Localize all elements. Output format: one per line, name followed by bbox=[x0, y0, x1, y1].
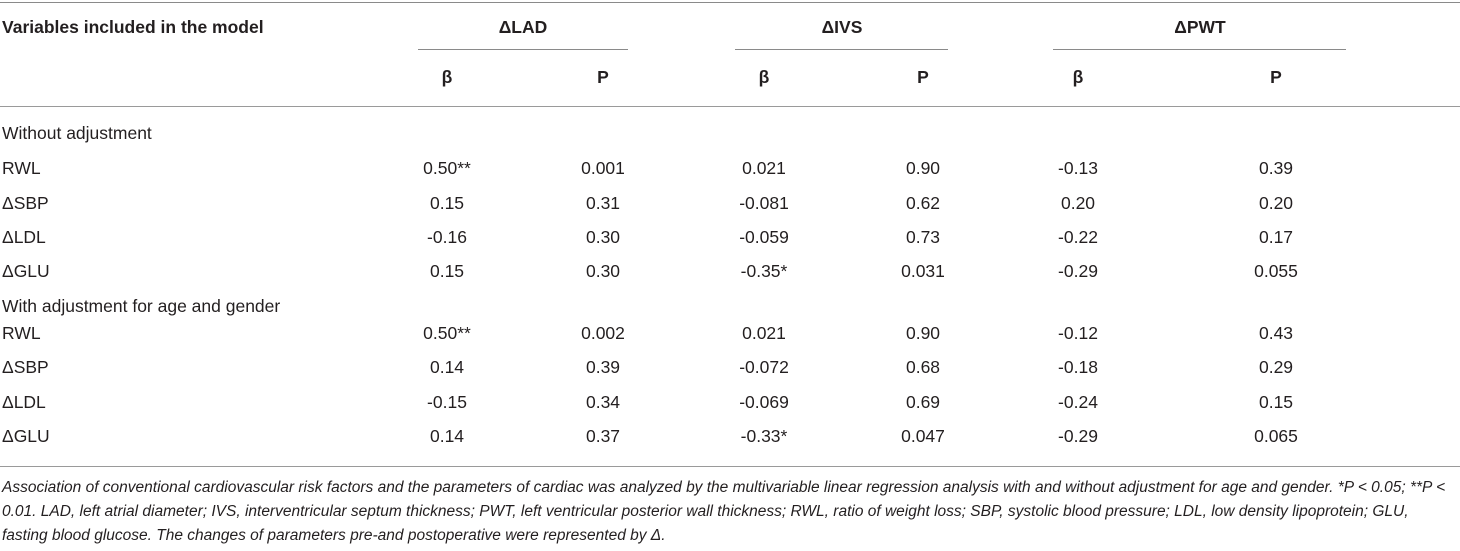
header-bottom-rule bbox=[0, 106, 1460, 107]
cell-ivs-beta: -0.069 bbox=[739, 392, 789, 412]
row-label: RWL bbox=[2, 158, 41, 178]
cell-lad-p: 0.30 bbox=[585, 227, 621, 247]
cell-pwt-p: 0.17 bbox=[1258, 227, 1294, 247]
cell-pwt-p: 0.29 bbox=[1258, 357, 1294, 377]
cell-ivs-beta: -0.33* bbox=[740, 426, 788, 446]
row-label: ΔSBP bbox=[2, 193, 49, 213]
table-footnote: Association of conventional cardiovascul… bbox=[2, 479, 1446, 544]
subheader-pwt-p: P bbox=[1270, 67, 1282, 87]
row-label: ΔLDL bbox=[2, 392, 46, 412]
cell-ivs-p: 0.031 bbox=[901, 261, 945, 281]
cell-pwt-beta: -0.29 bbox=[1058, 426, 1098, 446]
cell-ivs-p: 0.047 bbox=[901, 426, 945, 446]
row-label: RWL bbox=[2, 323, 41, 343]
cell-pwt-beta: -0.24 bbox=[1058, 392, 1098, 412]
group-underline-ivs bbox=[735, 49, 948, 50]
cell-lad-p: 0.001 bbox=[581, 158, 625, 178]
table-bottom-rule bbox=[0, 466, 1460, 467]
subheader-lad-p: P bbox=[597, 67, 609, 87]
cell-pwt-p: 0.055 bbox=[1254, 261, 1298, 281]
cell-pwt-beta: -0.12 bbox=[1058, 323, 1098, 343]
group-header-ivs: ΔIVS bbox=[821, 17, 863, 37]
group-header-pwt: ΔPWT bbox=[1174, 17, 1226, 37]
cell-ivs-p: 0.73 bbox=[905, 227, 941, 247]
subheader-pwt-beta: β bbox=[1072, 67, 1084, 87]
cell-pwt-p: 0.065 bbox=[1254, 426, 1298, 446]
cell-lad-beta: -0.15 bbox=[427, 392, 467, 412]
cell-pwt-beta: -0.29 bbox=[1058, 261, 1098, 281]
cell-lad-p: 0.30 bbox=[585, 261, 621, 281]
cell-ivs-beta: -0.35* bbox=[740, 261, 788, 281]
cell-pwt-p: 0.15 bbox=[1258, 392, 1294, 412]
cell-lad-beta: 0.14 bbox=[429, 426, 465, 446]
cell-lad-beta: 0.14 bbox=[429, 357, 465, 377]
section-title-adjusted: With adjustment for age and gender bbox=[2, 296, 281, 316]
group-underline-lad bbox=[418, 49, 628, 50]
variables-header: Variables included in the model bbox=[2, 17, 264, 37]
cell-lad-beta: -0.16 bbox=[427, 227, 467, 247]
cell-lad-beta: 0.15 bbox=[429, 261, 465, 281]
subheader-lad-beta: β bbox=[441, 67, 453, 87]
subheader-ivs-beta: β bbox=[758, 67, 770, 87]
row-label: ΔSBP bbox=[2, 357, 49, 377]
cell-lad-p: 0.37 bbox=[585, 426, 621, 446]
table-top-rule bbox=[0, 2, 1460, 3]
cell-pwt-beta: 0.20 bbox=[1060, 193, 1096, 213]
cell-pwt-beta: -0.13 bbox=[1058, 158, 1098, 178]
cell-lad-beta: 0.50** bbox=[423, 158, 471, 178]
group-header-lad: ΔLAD bbox=[498, 17, 548, 37]
cell-ivs-p: 0.90 bbox=[905, 323, 941, 343]
cell-lad-p: 0.39 bbox=[585, 357, 621, 377]
cell-pwt-p: 0.43 bbox=[1258, 323, 1294, 343]
cell-lad-beta: 0.50** bbox=[423, 323, 471, 343]
section-title-unadjusted: Without adjustment bbox=[2, 123, 152, 143]
group-underline-pwt bbox=[1053, 49, 1346, 50]
cell-ivs-beta: -0.081 bbox=[739, 193, 789, 213]
cell-ivs-beta: -0.072 bbox=[739, 357, 789, 377]
cell-ivs-beta: -0.059 bbox=[739, 227, 789, 247]
row-label: ΔLDL bbox=[2, 227, 46, 247]
cell-pwt-p: 0.39 bbox=[1258, 158, 1294, 178]
cell-ivs-beta: 0.021 bbox=[742, 158, 786, 178]
cell-lad-beta: 0.15 bbox=[429, 193, 465, 213]
cell-ivs-p: 0.62 bbox=[905, 193, 941, 213]
cell-pwt-p: 0.20 bbox=[1258, 193, 1294, 213]
cell-ivs-beta: 0.021 bbox=[742, 323, 786, 343]
cell-pwt-beta: -0.22 bbox=[1058, 227, 1098, 247]
cell-lad-p: 0.31 bbox=[585, 193, 621, 213]
row-label: ΔGLU bbox=[2, 261, 50, 281]
cell-lad-p: 0.002 bbox=[581, 323, 625, 343]
cell-ivs-p: 0.68 bbox=[905, 357, 941, 377]
subheader-ivs-p: P bbox=[917, 67, 929, 87]
cell-ivs-p: 0.69 bbox=[905, 392, 941, 412]
row-label: ΔGLU bbox=[2, 426, 50, 446]
cell-lad-p: 0.34 bbox=[585, 392, 621, 412]
cell-pwt-beta: -0.18 bbox=[1058, 357, 1098, 377]
cell-ivs-p: 0.90 bbox=[905, 158, 941, 178]
